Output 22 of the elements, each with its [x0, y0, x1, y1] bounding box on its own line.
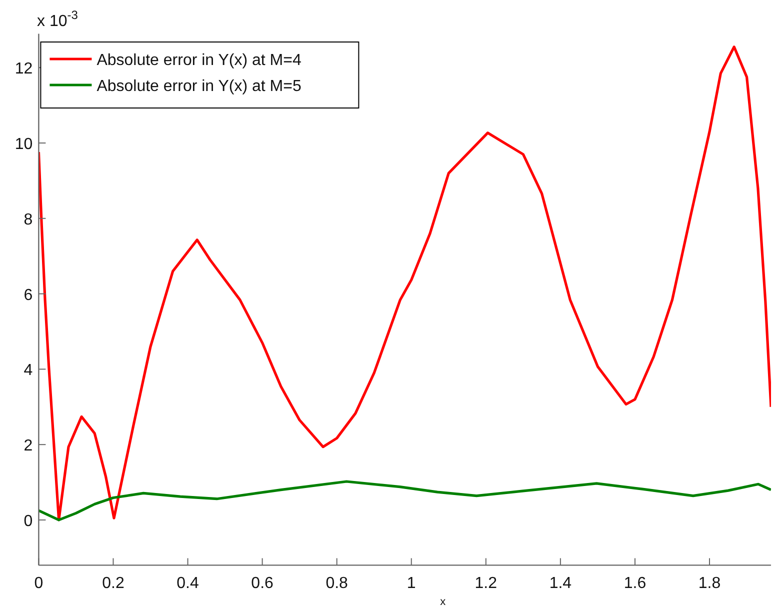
y-tick-label: 2	[24, 438, 33, 455]
y-tick-label: 12	[14, 60, 33, 78]
x-tick-label: 1.8	[698, 575, 721, 592]
x-tick-label: 1.4	[549, 575, 572, 592]
x-axis-title: x	[440, 596, 446, 608]
y-tick-label: 0	[24, 512, 33, 530]
text: x 10$^{-3}$	[37, 8, 78, 30]
line-series	[38, 480, 771, 522]
y-tick-label: 10	[14, 136, 33, 154]
x-tick-label: 0.4	[176, 575, 199, 592]
y-tick-label: 4	[24, 362, 33, 380]
x-tick-label: 0.2	[102, 575, 124, 592]
x-tick-label: 1.6	[624, 575, 646, 592]
x-tick-label: 0.6	[251, 575, 274, 592]
line-series	[38, 46, 771, 522]
legend-label: Absolute error in Y(x) at M=5	[96, 78, 302, 95]
x-tick-label: 1.2	[474, 575, 498, 592]
x-tick-label: 1	[406, 575, 416, 592]
legend-label: Absolute error in Y(x) at M=4	[96, 52, 302, 69]
y-tick-label: 6	[24, 286, 33, 304]
y-tick-label: 8	[24, 211, 33, 228]
x-tick-label: 0.8	[326, 575, 348, 592]
